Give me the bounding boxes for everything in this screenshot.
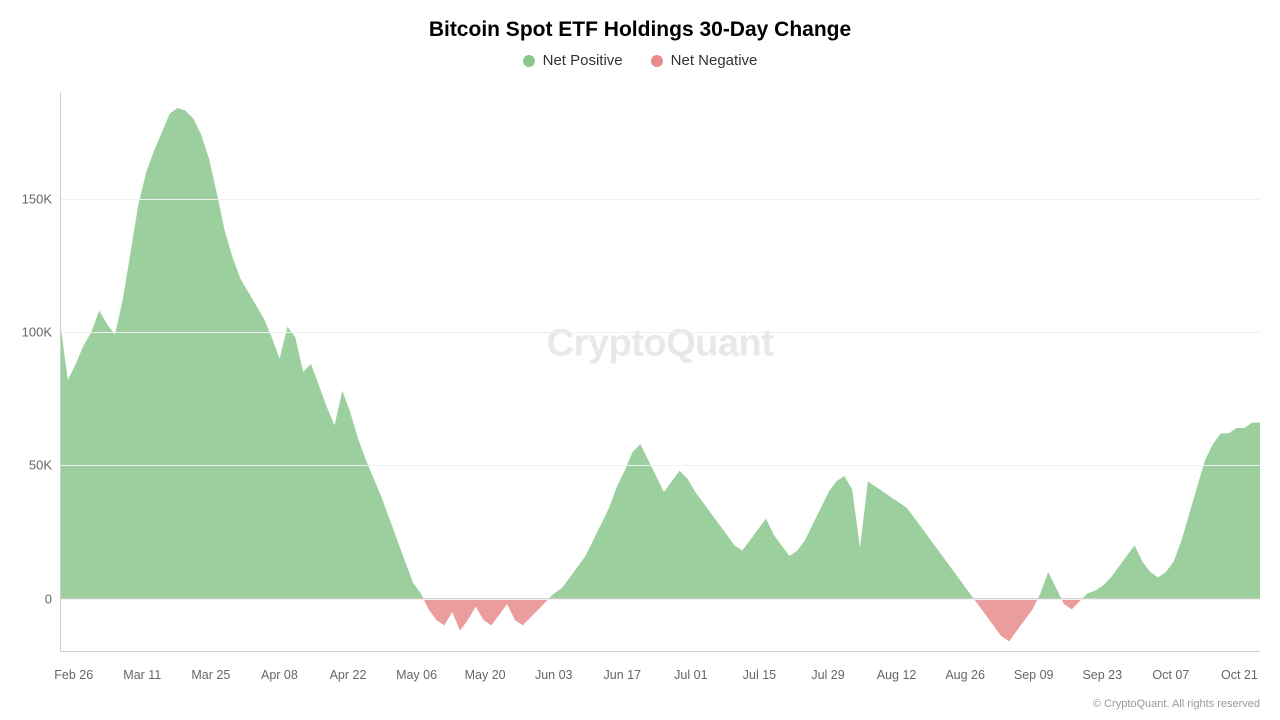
legend-item-negative: Net Negative bbox=[651, 52, 758, 69]
chart-legend: Net Positive Net Negative bbox=[0, 52, 1280, 69]
area-negative bbox=[1061, 599, 1082, 610]
x-axis: Feb 26Mar 11Mar 25Apr 08Apr 22May 06May … bbox=[60, 668, 1260, 688]
x-tick-label: Jul 29 bbox=[811, 668, 844, 682]
x-tick-label: Apr 08 bbox=[261, 668, 298, 682]
x-tick-label: Oct 07 bbox=[1152, 668, 1189, 682]
area-positive bbox=[549, 444, 974, 599]
y-tick-label: 50K bbox=[29, 458, 52, 473]
x-tick-label: Oct 21 bbox=[1221, 668, 1258, 682]
gridline bbox=[60, 465, 1260, 466]
gridline bbox=[60, 599, 1260, 600]
area-negative bbox=[423, 599, 548, 631]
legend-item-positive: Net Positive bbox=[523, 52, 623, 69]
y-axis-line bbox=[60, 92, 61, 652]
area-positive bbox=[1082, 423, 1260, 599]
x-tick-label: Sep 09 bbox=[1014, 668, 1054, 682]
area-negative bbox=[974, 599, 1038, 642]
legend-label-negative: Net Negative bbox=[671, 52, 758, 69]
credit-text: © CryptoQuant. All rights reserved bbox=[1093, 698, 1260, 710]
x-axis-line bbox=[60, 651, 1260, 652]
legend-dot-positive bbox=[523, 55, 535, 67]
x-tick-label: Jul 15 bbox=[743, 668, 776, 682]
legend-label-positive: Net Positive bbox=[543, 52, 623, 69]
x-tick-label: Aug 12 bbox=[877, 668, 917, 682]
x-tick-label: Mar 25 bbox=[191, 668, 230, 682]
y-axis: 0 50K 100K 150K bbox=[0, 92, 60, 652]
x-tick-label: Feb 26 bbox=[54, 668, 93, 682]
y-tick-label: 150K bbox=[22, 191, 52, 206]
x-tick-label: Mar 11 bbox=[123, 668, 161, 682]
plot-area: CryptoQuant bbox=[60, 92, 1260, 652]
gridline bbox=[60, 332, 1260, 333]
x-tick-label: Aug 26 bbox=[945, 668, 985, 682]
y-tick-label: 0 bbox=[45, 591, 52, 606]
x-tick-label: Jul 01 bbox=[674, 668, 707, 682]
x-tick-label: Jun 17 bbox=[604, 668, 642, 682]
x-tick-label: May 06 bbox=[396, 668, 437, 682]
x-tick-label: Apr 22 bbox=[330, 668, 367, 682]
x-tick-label: Jun 03 bbox=[535, 668, 573, 682]
chart-svg bbox=[60, 92, 1260, 652]
area-positive bbox=[60, 108, 423, 599]
gridline bbox=[60, 199, 1260, 200]
x-tick-label: May 20 bbox=[465, 668, 506, 682]
chart-title: Bitcoin Spot ETF Holdings 30-Day Change bbox=[0, 0, 1280, 42]
y-tick-label: 100K bbox=[22, 325, 52, 340]
area-positive bbox=[1038, 572, 1062, 599]
x-tick-label: Sep 23 bbox=[1082, 668, 1122, 682]
legend-dot-negative bbox=[651, 55, 663, 67]
chart-container: Bitcoin Spot ETF Holdings 30-Day Change … bbox=[0, 0, 1280, 720]
